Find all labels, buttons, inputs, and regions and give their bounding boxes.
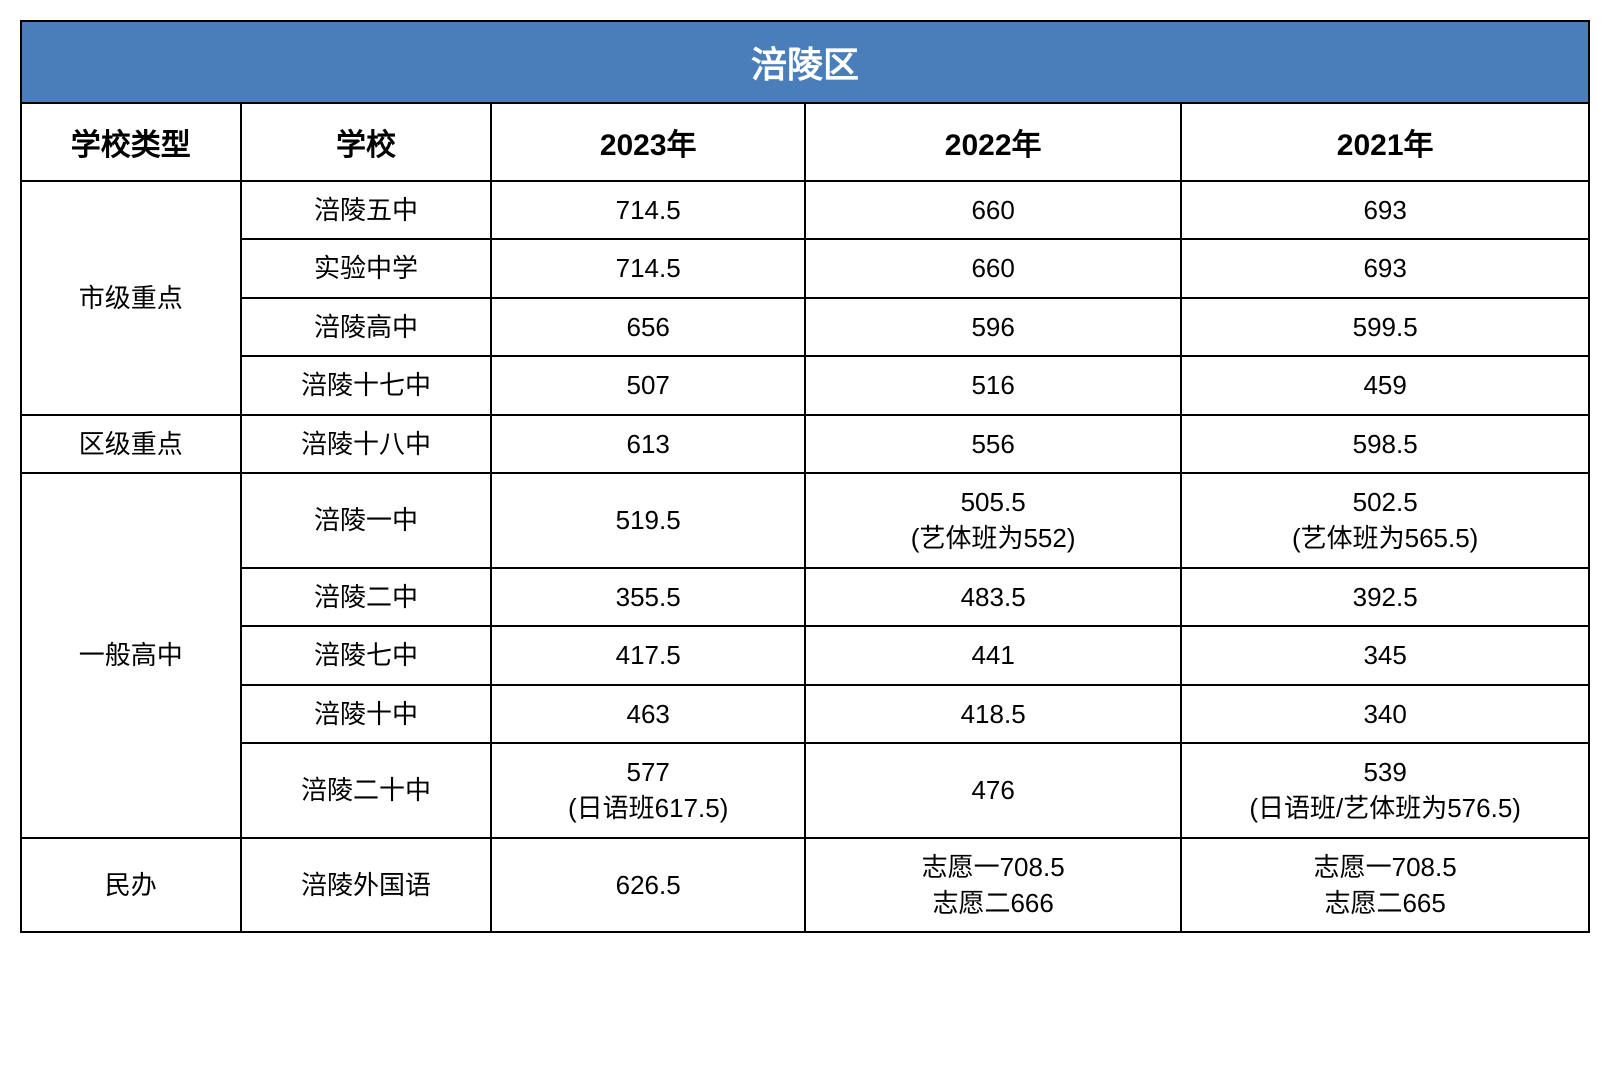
cell-school: 涪陵五中 xyxy=(241,181,492,239)
cell-2023: 463 xyxy=(491,685,805,743)
cell-2021: 340 xyxy=(1181,685,1589,743)
cell-2023: 355.5 xyxy=(491,568,805,626)
cell-2021: 693 xyxy=(1181,239,1589,297)
table-title: 涪陵区 xyxy=(21,21,1589,103)
cell-school: 涪陵七中 xyxy=(241,626,492,684)
cell-2021: 345 xyxy=(1181,626,1589,684)
cell-2021: 志愿一708.5 志愿二665 xyxy=(1181,838,1589,933)
table-row: 实验中学 714.5 660 693 xyxy=(21,239,1589,297)
cell-school: 涪陵高中 xyxy=(241,298,492,356)
cell-school: 涪陵十中 xyxy=(241,685,492,743)
cell-school: 实验中学 xyxy=(241,239,492,297)
cell-school: 涪陵二十中 xyxy=(241,743,492,838)
cell-2022: 483.5 xyxy=(805,568,1181,626)
cell-2022: 660 xyxy=(805,181,1181,239)
table-row: 民办 涪陵外国语 626.5 志愿一708.5 志愿二666 志愿一708.5 … xyxy=(21,838,1589,933)
col-header-school: 学校 xyxy=(241,103,492,181)
cell-school: 涪陵十七中 xyxy=(241,356,492,414)
table-title-row: 涪陵区 xyxy=(21,21,1589,103)
cell-type: 区级重点 xyxy=(21,415,241,473)
cell-type: 市级重点 xyxy=(21,181,241,415)
cell-2022: 556 xyxy=(805,415,1181,473)
cell-2022: 596 xyxy=(805,298,1181,356)
table-row: 涪陵二中 355.5 483.5 392.5 xyxy=(21,568,1589,626)
cell-2021: 693 xyxy=(1181,181,1589,239)
cell-2021: 539 (日语班/艺体班为576.5) xyxy=(1181,743,1589,838)
cell-2022: 660 xyxy=(805,239,1181,297)
table-row: 涪陵二十中 577 (日语班617.5) 476 539 (日语班/艺体班为57… xyxy=(21,743,1589,838)
cell-2023: 507 xyxy=(491,356,805,414)
cell-2021: 598.5 xyxy=(1181,415,1589,473)
table-row: 一般高中 涪陵一中 519.5 505.5 (艺体班为552) 502.5 (艺… xyxy=(21,473,1589,568)
cell-2021: 459 xyxy=(1181,356,1589,414)
cell-school: 涪陵外国语 xyxy=(241,838,492,933)
cell-2021: 502.5 (艺体班为565.5) xyxy=(1181,473,1589,568)
col-header-2022: 2022年 xyxy=(805,103,1181,181)
col-header-type: 学校类型 xyxy=(21,103,241,181)
cell-school: 涪陵十八中 xyxy=(241,415,492,473)
table-row: 区级重点 涪陵十八中 613 556 598.5 xyxy=(21,415,1589,473)
cell-2023: 714.5 xyxy=(491,181,805,239)
cell-2023: 519.5 xyxy=(491,473,805,568)
cell-2022: 505.5 (艺体班为552) xyxy=(805,473,1181,568)
cell-2021: 392.5 xyxy=(1181,568,1589,626)
cell-school: 涪陵一中 xyxy=(241,473,492,568)
table-row: 市级重点 涪陵五中 714.5 660 693 xyxy=(21,181,1589,239)
cell-2022: 志愿一708.5 志愿二666 xyxy=(805,838,1181,933)
table-row: 涪陵十七中 507 516 459 xyxy=(21,356,1589,414)
cell-2023: 714.5 xyxy=(491,239,805,297)
table-header-row: 学校类型 学校 2023年 2022年 2021年 xyxy=(21,103,1589,181)
col-header-2023: 2023年 xyxy=(491,103,805,181)
table-row: 涪陵十中 463 418.5 340 xyxy=(21,685,1589,743)
cell-2022: 516 xyxy=(805,356,1181,414)
cell-2022: 476 xyxy=(805,743,1181,838)
cell-2021: 599.5 xyxy=(1181,298,1589,356)
cell-2023: 417.5 xyxy=(491,626,805,684)
cell-2023: 656 xyxy=(491,298,805,356)
cell-school: 涪陵二中 xyxy=(241,568,492,626)
scores-table: 涪陵区 学校类型 学校 2023年 2022年 2021年 市级重点 涪陵五中 … xyxy=(20,20,1590,933)
cell-type: 民办 xyxy=(21,838,241,933)
cell-2022: 441 xyxy=(805,626,1181,684)
table-row: 涪陵七中 417.5 441 345 xyxy=(21,626,1589,684)
cell-2022: 418.5 xyxy=(805,685,1181,743)
cell-type: 一般高中 xyxy=(21,473,241,838)
cell-2023: 577 (日语班617.5) xyxy=(491,743,805,838)
cell-2023: 626.5 xyxy=(491,838,805,933)
col-header-2021: 2021年 xyxy=(1181,103,1589,181)
cell-2023: 613 xyxy=(491,415,805,473)
table-row: 涪陵高中 656 596 599.5 xyxy=(21,298,1589,356)
